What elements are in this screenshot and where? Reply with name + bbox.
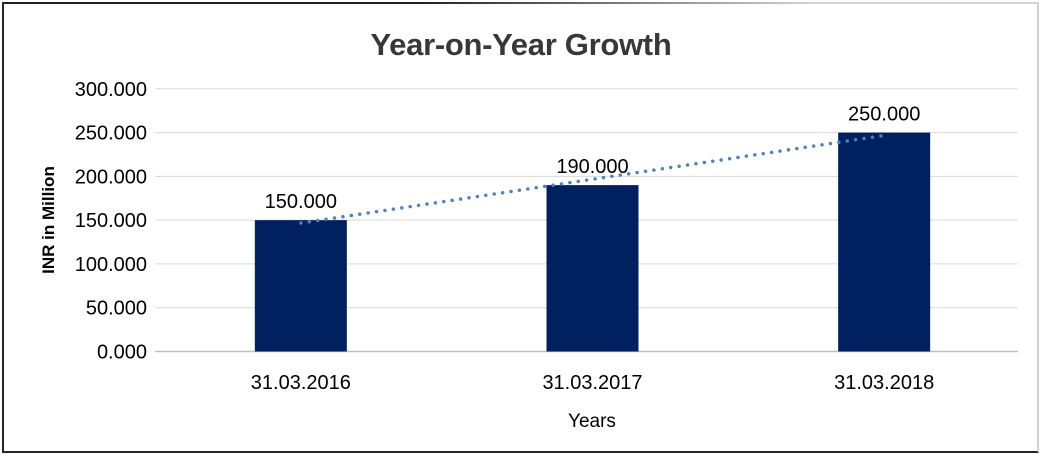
chart-title: Year-on-Year Growth bbox=[371, 27, 672, 62]
x-axis-title: Years bbox=[568, 411, 616, 432]
y-tick-label: 300.000 bbox=[75, 79, 147, 101]
y-tick-label: 150.000 bbox=[75, 210, 147, 232]
bar-value-label: 250.000 bbox=[848, 104, 920, 126]
x-category-label: 31.03.2016 bbox=[251, 372, 351, 394]
bar bbox=[838, 132, 931, 352]
y-tick-label: 0.000 bbox=[97, 342, 147, 364]
label-layer: 0.000 50.000 100.000 150.000 200.000 250.000 3… bbox=[75, 79, 935, 394]
y-tick-label: 250.000 bbox=[75, 123, 147, 145]
trend-layer bbox=[299, 133, 886, 225]
y-axis-title: INR in Million bbox=[39, 166, 58, 274]
bar bbox=[254, 220, 347, 352]
y-tick-label: 200.000 bbox=[75, 166, 147, 188]
bar-value-label: 190.000 bbox=[556, 156, 628, 178]
y-tick-label: 100.000 bbox=[75, 254, 147, 276]
bar-value-label: 150.000 bbox=[265, 191, 337, 213]
bar bbox=[546, 185, 639, 352]
x-category-label: 31.03.2018 bbox=[834, 372, 934, 394]
trendline bbox=[299, 133, 886, 225]
y-tick-label: 50.000 bbox=[86, 298, 147, 320]
bar-layer bbox=[254, 132, 931, 352]
x-category-label: 31.03.2017 bbox=[542, 372, 642, 394]
frame-top-border bbox=[4, 2, 1037, 4]
